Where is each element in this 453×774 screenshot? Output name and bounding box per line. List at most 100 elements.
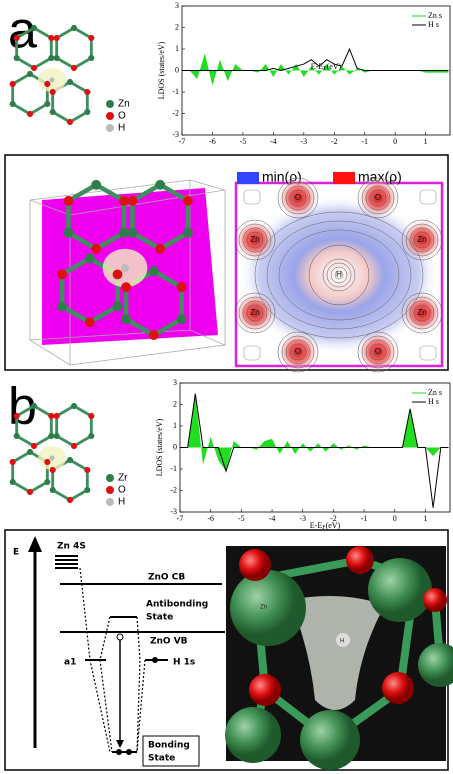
area	[180, 394, 448, 471]
o-atom	[88, 413, 94, 419]
o-atom	[57, 269, 67, 279]
y-tick-label: 2	[173, 399, 177, 408]
x-axis-label-part: E-E	[310, 521, 323, 530]
atom-label: O	[295, 347, 301, 356]
y-tick-label: 1	[173, 421, 177, 430]
x-tick-label: -5	[240, 137, 247, 146]
legend-marker	[106, 112, 114, 120]
bond-ring	[57, 406, 92, 446]
o-atom	[119, 196, 129, 206]
zn-atom	[149, 266, 159, 276]
x-tick-label: -4	[269, 514, 276, 523]
zn-atom	[88, 55, 94, 61]
o-atom	[88, 35, 94, 41]
level-label: a1	[64, 658, 76, 668]
x-tick-label: -1	[361, 514, 368, 523]
o-atom	[14, 413, 20, 419]
zn-atom	[50, 109, 56, 115]
o-atom	[183, 196, 193, 206]
low-region	[420, 346, 436, 360]
zn-atom	[54, 433, 60, 439]
o-atom	[71, 65, 77, 71]
low-region	[420, 190, 436, 204]
zn-atom	[71, 25, 77, 31]
legend-label: Zn	[118, 99, 130, 110]
o-atom	[67, 497, 73, 503]
zn-atom	[44, 101, 50, 107]
o-atom	[177, 282, 187, 292]
atom-label: O	[295, 193, 301, 202]
y-axis-label: LDOS (states/eV)	[155, 418, 164, 476]
x-tick-label: -1	[361, 137, 368, 146]
level-label: State	[148, 754, 175, 764]
x-tick-label: 0	[393, 514, 397, 523]
o-atom	[121, 282, 131, 292]
o-atom	[239, 549, 271, 581]
correlation-lines	[80, 568, 145, 752]
zn-atom	[10, 101, 16, 107]
o-atom	[346, 546, 374, 574]
o-atom	[31, 65, 37, 71]
legend-label: Zn s	[428, 388, 442, 397]
x-tick-label: -6	[209, 137, 216, 146]
legend-marker	[106, 474, 114, 482]
legend-label: O	[118, 111, 126, 122]
zn-atom	[177, 314, 187, 324]
o-atom	[27, 489, 33, 495]
zn-atom	[27, 449, 33, 455]
x-tick-label: -6	[207, 514, 214, 523]
zn-atom	[183, 228, 193, 238]
low-region	[244, 190, 260, 204]
y-axis-label: LDOS (states/eV)	[157, 41, 166, 99]
figure: a b min(ρ) max(ρ) Zn H	[0, 0, 453, 774]
zn-atom	[10, 479, 16, 485]
legend-marker	[106, 124, 114, 132]
arrow-head	[116, 740, 124, 748]
o-atom	[27, 111, 33, 117]
zn-atom	[50, 487, 56, 493]
legend-marker	[106, 498, 114, 506]
zn-atom	[64, 228, 74, 238]
zn-atom	[121, 314, 131, 324]
zn-atom	[300, 710, 360, 770]
y-tick-label: -2	[170, 485, 177, 494]
o-atom	[31, 443, 37, 449]
x-axis-label-part: (eV)	[326, 521, 341, 530]
x-tick-label: 1	[424, 137, 428, 146]
legend-label: H s	[428, 20, 439, 29]
zn-atom	[225, 707, 281, 763]
zn-atom	[48, 55, 54, 61]
atom-label: H	[340, 639, 344, 645]
o-atom	[44, 81, 50, 87]
o-atom	[128, 196, 138, 206]
legend-label: Zr	[118, 473, 128, 484]
zn-atom	[14, 433, 20, 439]
electron	[116, 749, 122, 755]
zn-atom	[119, 228, 129, 238]
zn-atom	[57, 301, 67, 311]
level-label: ZnO CB	[148, 573, 185, 583]
o-atom	[50, 89, 56, 95]
atom-label: Zn	[417, 308, 426, 317]
o-atom	[67, 119, 73, 125]
zn-atom	[54, 55, 60, 61]
o-atom	[54, 413, 60, 419]
x-tick-label: -3	[299, 514, 306, 523]
legend-swatch	[237, 172, 259, 184]
x-tick-label: -7	[179, 137, 186, 146]
atom-label: Zn	[250, 235, 259, 244]
x-axis-label-part: (eV)	[327, 62, 342, 71]
x-tick-label: 0	[393, 137, 397, 146]
y-tick-label: 0	[175, 65, 179, 74]
o-atom	[113, 269, 123, 279]
o-atom	[149, 330, 159, 340]
atom-label: Zn	[417, 235, 426, 244]
hole	[117, 634, 123, 640]
o-atom	[44, 459, 50, 465]
x-axis-label: E-EF(eV)	[311, 62, 342, 73]
o-atom	[155, 244, 165, 254]
h-atom	[50, 78, 55, 83]
zn-atom	[128, 228, 138, 238]
o-atom	[84, 89, 90, 95]
level-label: Antibonding	[146, 600, 208, 610]
